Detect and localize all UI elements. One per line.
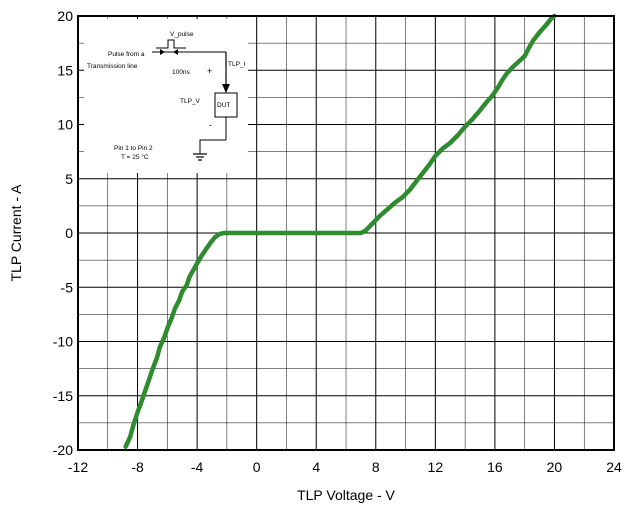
x-tick-label: 20	[547, 459, 563, 475]
y-tick-label: 0	[65, 225, 73, 241]
plus-label: +	[207, 66, 212, 76]
series-line	[123, 13, 557, 449]
minus-label: -	[209, 120, 212, 130]
temperature-label: T = 25 °C	[121, 153, 149, 161]
x-tick-label: 24	[606, 459, 622, 475]
v-pulse-label: V_pulse	[170, 31, 194, 38]
plot-frame	[77, 15, 615, 451]
ground-wire-h	[199, 139, 226, 154]
current-arrow-icon	[222, 84, 230, 93]
pulse-width-label: 100ns	[172, 69, 190, 76]
right-arrow-icon	[173, 49, 178, 55]
y-tick-label: 10	[57, 117, 73, 133]
x-tick-labels: -12 -8 -4 0 4 8 12 16 20 24	[68, 459, 622, 475]
x-tick-label: 4	[312, 459, 320, 475]
source-label-2: Transmission line	[87, 63, 138, 70]
y-tick-label: -10	[53, 334, 73, 350]
y-tick-label: -15	[53, 388, 73, 404]
y-axis-title: TLP Current - A	[8, 184, 24, 282]
y-tick-label: 20	[57, 8, 73, 24]
x-tick-label: -8	[131, 459, 144, 475]
x-tick-label: 8	[372, 459, 380, 475]
circuit-inset: V_pulse Pulse from a Transmission line 1…	[84, 19, 248, 173]
pin-label: Pin 1 to Pin 2	[114, 145, 153, 152]
x-tick-label: -12	[68, 459, 88, 475]
y-tick-label: -5	[61, 279, 74, 295]
left-arrow-icon	[160, 49, 165, 55]
x-axis-title: TLP Voltage - V	[297, 487, 395, 503]
series-layer	[123, 13, 557, 449]
x-tick-label: -4	[191, 459, 204, 475]
y-tick-labels: -20 -15 -10 -5 0 5 10 15 20	[53, 8, 73, 458]
y-tick-label: 15	[57, 62, 73, 78]
x-tick-label: 0	[253, 459, 261, 475]
y-tick-label: 5	[65, 171, 73, 187]
tlp-v-label: TLP_V	[180, 98, 201, 105]
tlp-i-label: TLP_I	[228, 61, 246, 68]
x-tick-label: 16	[487, 459, 503, 475]
dut-label: DUT	[217, 102, 230, 109]
x-tick-label: 12	[428, 459, 444, 475]
y-tick-label: -20	[53, 442, 73, 458]
pulse-waveform	[156, 39, 186, 49]
source-label-1: Pulse from a	[108, 51, 145, 58]
